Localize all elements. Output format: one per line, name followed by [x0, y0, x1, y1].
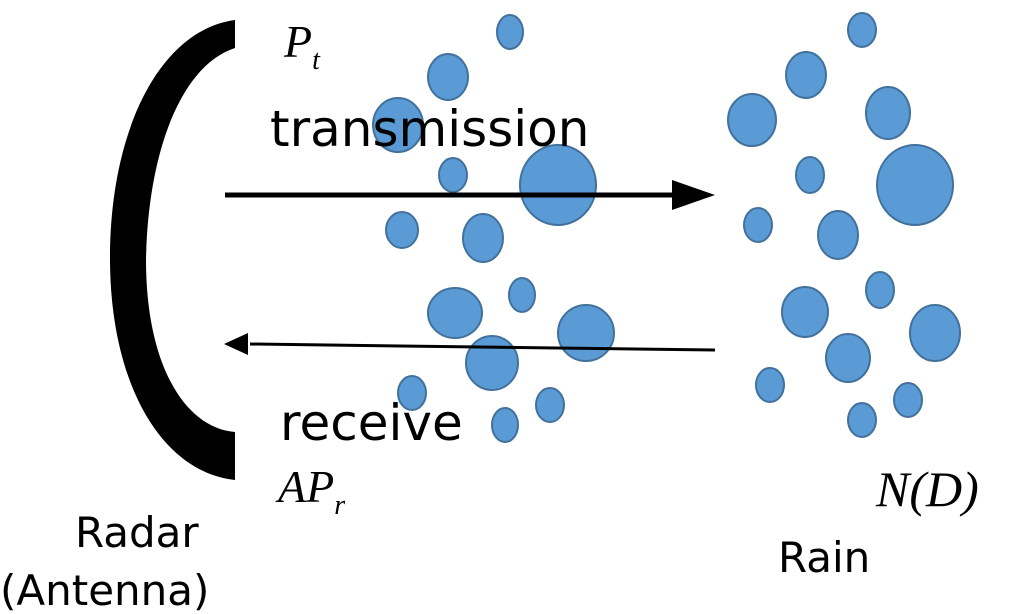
symbol: P	[283, 16, 312, 67]
symbol: AP	[275, 461, 334, 512]
rain-label: Rain	[778, 533, 870, 582]
antenna-dish	[110, 20, 235, 480]
distribution-label: N(D)	[875, 461, 979, 517]
receive-arrowhead	[224, 333, 248, 355]
receive-power: APr	[275, 461, 345, 521]
diagram: Pt transmission receive APr Radar (Anten…	[0, 0, 1034, 614]
receive-label: receive	[280, 394, 463, 452]
transmission-arrowhead	[672, 180, 715, 210]
radar-label: Radar	[75, 508, 199, 557]
antenna-label: (Antenna)	[0, 566, 209, 614]
transmission-label: transmission	[270, 100, 589, 158]
transmit-power: Pt	[283, 16, 321, 76]
rain-drops	[373, 13, 960, 442]
subscript: t	[312, 45, 321, 76]
subscript: r	[334, 490, 345, 521]
